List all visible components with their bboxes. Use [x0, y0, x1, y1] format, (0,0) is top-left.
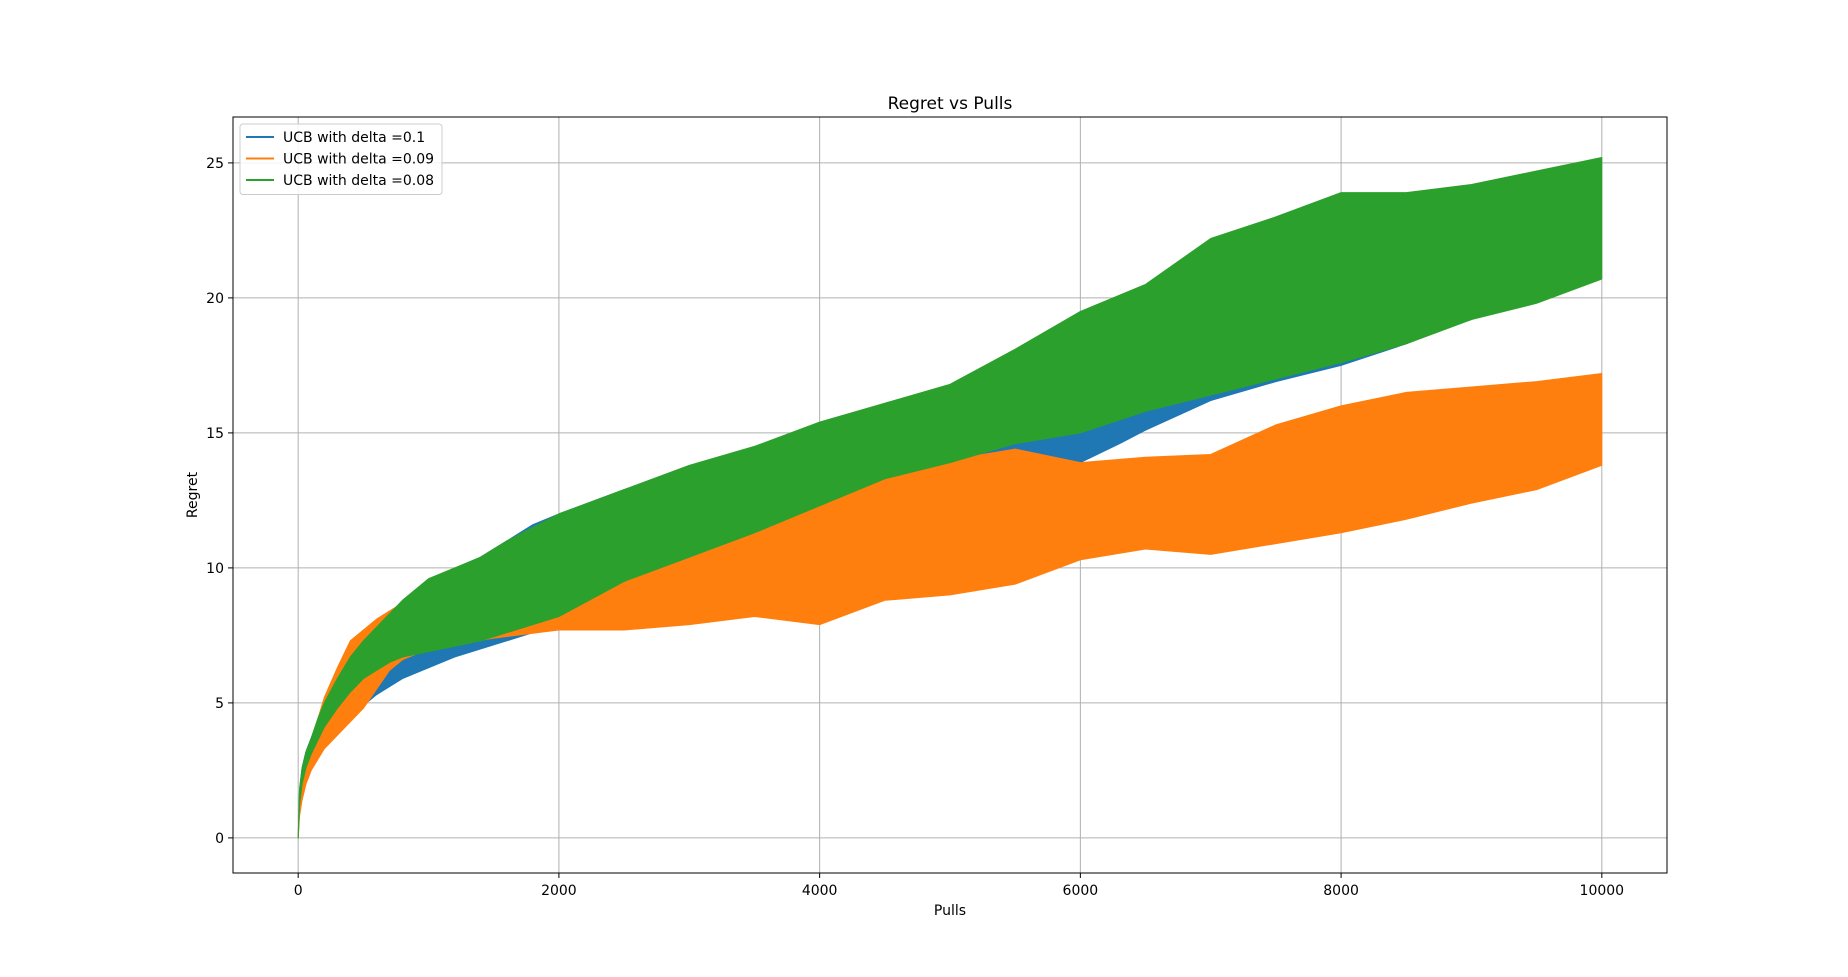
- x-tick-label: 8000: [1323, 883, 1359, 899]
- y-axis-ticks: 0 5 10 15 20 25: [206, 156, 233, 847]
- y-tick-label: 0: [215, 831, 224, 847]
- x-tick-label: 0: [294, 883, 303, 899]
- legend-label-1: UCB with delta =0.09: [283, 152, 434, 168]
- legend-label-2: UCB with delta =0.08: [283, 173, 434, 189]
- legend-label-0: UCB with delta =0.1: [283, 130, 425, 146]
- x-axis-ticks: 0 2000 4000 6000 8000 10000: [294, 873, 1624, 899]
- x-tick-label: 6000: [1063, 883, 1099, 899]
- x-axis-label: Pulls: [934, 903, 966, 919]
- x-tick-label: 2000: [541, 883, 577, 899]
- y-tick-label: 15: [206, 426, 224, 442]
- y-tick-label: 25: [206, 156, 224, 172]
- legend: UCB with delta =0.1 UCB with delta =0.09 U…: [239, 123, 443, 195]
- y-tick-label: 10: [206, 561, 224, 577]
- series-areas: [297, 157, 1603, 839]
- series-area-2: [297, 157, 1603, 839]
- x-tick-label: 4000: [802, 883, 838, 899]
- chart-title: Regret vs Pulls: [888, 94, 1013, 114]
- plot-frame: [232, 116, 1668, 874]
- y-axis-label: Regret: [185, 471, 201, 518]
- legend-box: [239, 123, 443, 195]
- series-area-1: [297, 373, 1603, 839]
- y-tick-label: 5: [215, 696, 224, 712]
- x-tick-label: 10000: [1580, 883, 1625, 899]
- y-tick-label: 20: [206, 291, 224, 307]
